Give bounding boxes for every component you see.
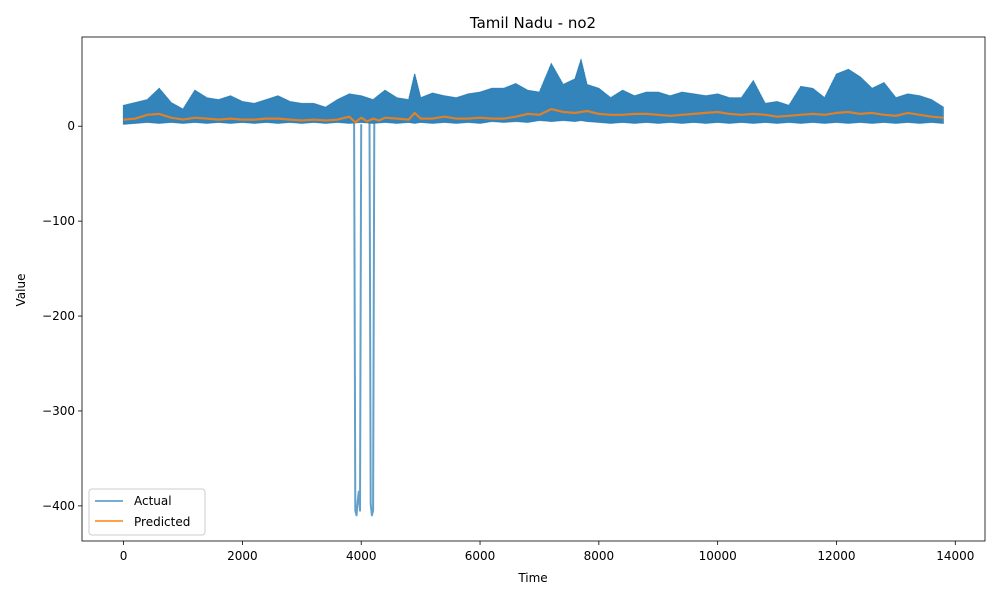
x-tick-label: 14000 <box>936 549 974 563</box>
chart-title: Tamil Nadu - no2 <box>469 14 596 32</box>
predicted-series-line <box>123 108 944 124</box>
y-tick-label: −200 <box>42 309 75 323</box>
y-axis-label: Value <box>14 274 28 307</box>
x-tick-label: 4000 <box>346 549 377 563</box>
legend: Actual Predicted <box>88 488 206 536</box>
y-tick-label: −100 <box>42 214 75 228</box>
actual-series-spike-1 <box>353 121 363 517</box>
plot-area <box>122 57 944 517</box>
x-tick-label: 8000 <box>584 549 615 563</box>
actual-series-spike-2 <box>368 121 376 517</box>
x-tick-label: 6000 <box>465 549 496 563</box>
x-tick-label: 12000 <box>817 549 855 563</box>
y-tick-label: −400 <box>42 499 75 513</box>
x-tick-label: 2000 <box>227 549 258 563</box>
y-tick-label: −300 <box>42 404 75 418</box>
legend-label-predicted: Predicted <box>134 515 190 529</box>
plot-frame <box>81 36 986 542</box>
x-tick-label: 10000 <box>699 549 737 563</box>
axes: 0 2000 4000 6000 8000 10000 12000 14000 0 −100 −20… <box>42 36 986 563</box>
y-tick-label: 0 <box>67 119 75 133</box>
actual-series-line <box>122 59 943 125</box>
legend-label-actual: Actual <box>134 494 172 508</box>
x-axis-label: Time <box>517 571 547 585</box>
x-tick-label: 0 <box>120 549 128 563</box>
